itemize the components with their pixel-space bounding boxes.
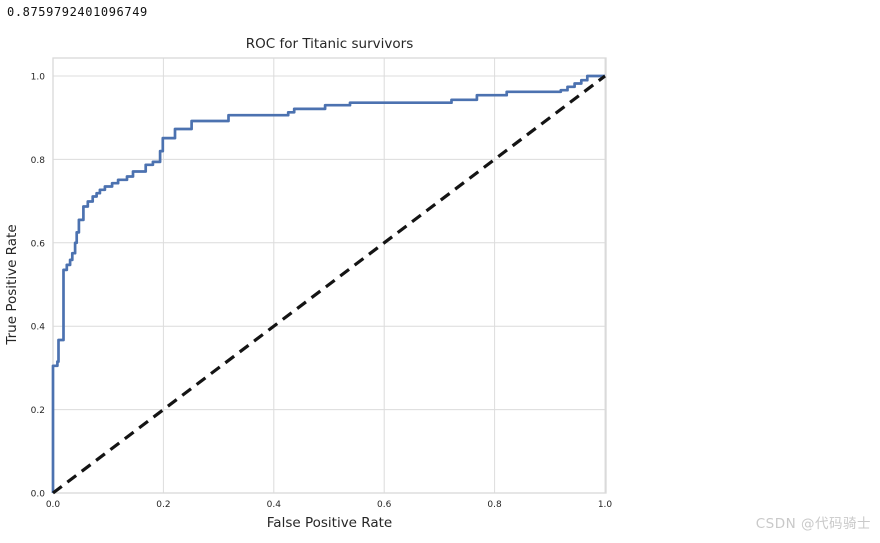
x-tick-label: 0.8: [487, 500, 502, 510]
y-axis-label: True Positive Rate: [4, 224, 20, 345]
x-tick-label: 0.4: [267, 500, 282, 510]
y-tick-label: 0.4: [31, 323, 46, 333]
x-tick-label: 0.6: [377, 500, 392, 510]
chance-diagonal-line: [52, 74, 606, 495]
x-tick-label: 1.0: [598, 500, 613, 510]
x-tick-label: 0.2: [156, 500, 170, 510]
x-tick-label: 0.0: [46, 500, 61, 510]
auc-value-text: 0.8759792401096749: [7, 5, 148, 19]
y-tick-label: 0.8: [31, 156, 46, 166]
y-tick-label: 0.6: [31, 239, 46, 249]
y-tick-label: 0.0: [31, 490, 46, 500]
chart-title: ROC for Titanic survivors: [246, 36, 413, 52]
axes-frame: [52, 57, 607, 494]
x-axis-label: False Positive Rate: [267, 515, 392, 531]
csdn-watermark: CSDN @代码骑士: [755, 516, 871, 532]
y-tick-label: 0.2: [31, 406, 45, 416]
roc-curve-line: [51, 74, 605, 493]
y-tick-label: 1.0: [31, 73, 46, 83]
